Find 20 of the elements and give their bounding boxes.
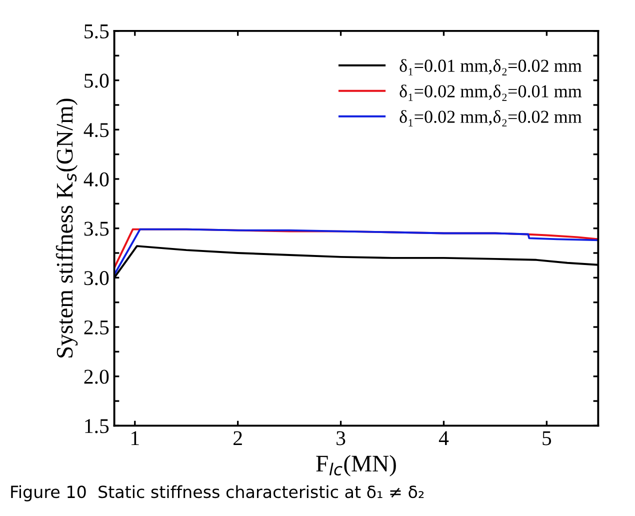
y-tick-label: 3.0 [84, 271, 109, 286]
y-tick-label: 3.5 [84, 222, 109, 236]
y-tick-label: 4.0 [84, 172, 109, 187]
legend-label: δ₁=0.01 mm,δ₂=0.02 mm [400, 59, 582, 76]
x-tick-label: 4 [438, 431, 449, 446]
x-axis-title: F$_{lc}$(MN) [316, 455, 396, 476]
caption: Figure 10 Static stiffness characteristic at δ₁ ≠ δ₂ [11, 485, 424, 502]
y-tick-label: 4.5 [84, 123, 109, 138]
x-tick-label: 1 [132, 431, 139, 446]
y-tick-label: 2.0 [84, 370, 109, 384]
x-tick-label: 2 [234, 431, 242, 446]
legend-label: δ₁=0.02 mm,δ₂=0.02 mm [400, 110, 582, 126]
y-tick-label: 5.0 [84, 74, 109, 88]
legend-label: δ₁=0.02 mm,δ₂=0.01 mm [400, 84, 582, 101]
y-tick-label: 5.5 [84, 24, 109, 38]
x-tick-label: 3 [336, 431, 346, 446]
x-tick-label: 5 [542, 431, 552, 446]
y-tick-label: 2.5 [84, 320, 109, 335]
y-axis-title: System stiffness K$_{s}$(GN/m) [56, 98, 78, 358]
y-tick-label: 1.5 [85, 419, 109, 434]
